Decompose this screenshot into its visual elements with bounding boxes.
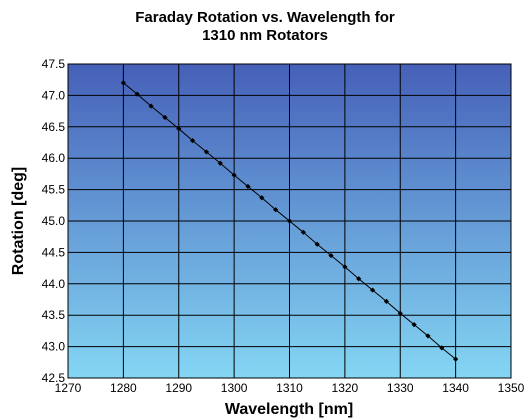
data-point [328,252,334,259]
data-point [369,287,376,293]
x-tick-label: 1340 [442,381,469,395]
y-axis-label: Rotation [deg] [10,167,27,275]
y-tick-label: 44.5 [42,245,66,259]
chart-title-line-2: 1310 nm Rotators [202,27,328,44]
data-point [342,264,348,270]
data-point [259,195,265,201]
y-tick-label: 44.0 [42,277,66,291]
data-point [231,172,237,178]
y-tick-label: 43.0 [42,340,66,354]
y-tick-label: 42.5 [42,371,66,385]
y-tick-labels: 42.5 43.0 43.5 44.0 44.5 45.0 45.5 46.0 46.5 47.0… [42,57,66,385]
data-point [356,276,362,282]
data-point [286,218,293,224]
data-point [273,207,279,213]
data-point [162,114,168,120]
x-tick-label: 1290 [165,381,192,395]
y-tick-label: 47.5 [42,57,66,71]
y-tick-label: 47.0 [42,88,66,102]
data-point [411,322,417,328]
x-tick-labels: 1270 1280 1290 1300 1310 1320 1330 1340 1350 [55,381,525,395]
data-point [189,138,196,144]
x-tick-label: 1310 [276,381,303,395]
y-tick-label: 46.5 [42,120,66,134]
data-point [314,241,320,247]
y-tick-label: 45.0 [42,214,66,228]
x-tick-label: 1350 [498,381,525,395]
data-point [176,126,182,132]
data-point [148,103,154,109]
data-point [453,356,459,362]
x-tick-label: 1280 [110,381,137,395]
y-tick-label: 45.5 [42,183,66,197]
data-point [397,310,403,316]
y-tick-label: 43.5 [42,308,66,322]
data-point [383,298,390,304]
grid-lines [67,63,512,379]
data-point [245,183,251,190]
x-tick-label: 1320 [332,381,359,395]
data-point [425,333,431,339]
data-point [300,229,306,235]
x-tick-label: 1330 [387,381,414,395]
series-rotation [120,80,459,362]
chart-title-line-1: Faraday Rotation vs. Wavelength for [135,9,395,26]
data-point [203,149,210,155]
data-point [439,345,445,351]
data-point [134,91,140,97]
y-tick-label: 46.0 [42,151,66,165]
data-point [120,80,126,86]
x-axis-label: Wavelength [nm] [225,401,353,418]
x-tick-label: 1270 [55,381,82,395]
data-point [217,160,223,166]
x-tick-label: 1300 [221,381,248,395]
